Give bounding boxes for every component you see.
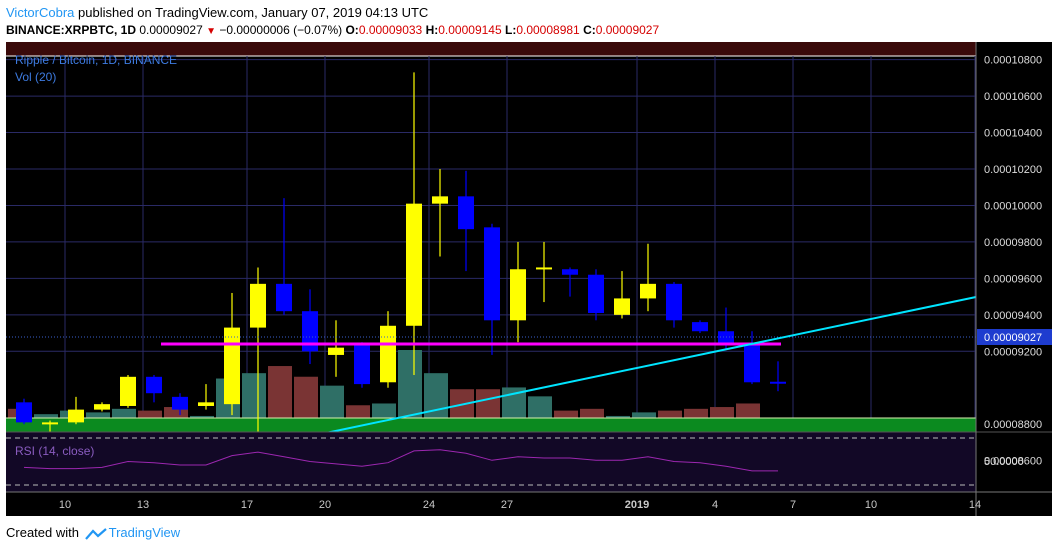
time-axis[interactable]: 10 13 17 20 24 27 2019 4 7 10 14	[59, 499, 981, 511]
price-band	[6, 42, 976, 56]
candle-body[interactable]	[146, 376, 162, 394]
close-label: C:	[583, 23, 596, 37]
time-tick-label: 10	[59, 499, 71, 511]
time-tick-label: 27	[501, 499, 513, 511]
candle-body[interactable]	[484, 227, 500, 321]
time-tick-label: 7	[790, 499, 796, 511]
volume-ma-band	[6, 418, 976, 432]
created-with-label: Created with	[6, 525, 79, 540]
open-label: O:	[345, 23, 359, 37]
high-label: H:	[425, 23, 439, 37]
price-tick-label: 0.00010000	[984, 200, 1042, 212]
chart-legend-title: Ripple / Bitcoin, 1D, BINANCE	[15, 53, 177, 67]
down-arrow-icon: ▼	[206, 26, 217, 37]
time-tick-label: 14	[969, 499, 981, 511]
candle-body[interactable]	[354, 344, 370, 385]
candle-body[interactable]	[198, 402, 214, 406]
candle-body[interactable]	[614, 298, 630, 315]
price-chart[interactable]: 0.00010800 0.00010600 0.00010400 0.00010200…	[6, 42, 1052, 516]
low-label: L:	[504, 23, 517, 37]
price-axis[interactable]: 0.00010800 0.00010600 0.00010400 0.00010200…	[984, 55, 1042, 468]
candle-body[interactable]	[666, 283, 682, 321]
candle-body[interactable]	[458, 196, 474, 230]
last-price: 0.00009027	[139, 23, 203, 37]
time-tick-label: 17	[241, 499, 253, 511]
candle-body[interactable]	[380, 325, 396, 383]
price-tick-label: 0.00009800	[984, 237, 1042, 249]
candle-body[interactable]	[328, 347, 344, 355]
time-tick-label: 13	[137, 499, 149, 511]
author-link[interactable]: VictorCobra	[6, 5, 75, 20]
price-tick-label: 0.00010600	[984, 91, 1042, 103]
candle-body[interactable]	[16, 402, 32, 423]
low-value: 0.00008981	[516, 23, 580, 37]
candle-body[interactable]	[120, 376, 136, 406]
candle-body[interactable]	[172, 396, 188, 410]
published-text: published on TradingView.com, January 07…	[78, 5, 429, 20]
candle-body[interactable]	[224, 327, 240, 405]
candle-body[interactable]	[276, 283, 292, 312]
candle-body[interactable]	[718, 331, 734, 344]
price-tick-label: 0.00010800	[984, 55, 1042, 67]
last-price-tag-label: 0.00009027	[984, 332, 1042, 344]
price-tick-label: 0.00009400	[984, 310, 1042, 322]
time-tick-label: 20	[319, 499, 331, 511]
candle-body[interactable]	[562, 269, 578, 275]
tradingview-logo-icon	[84, 527, 107, 540]
time-tick-label: 24	[423, 499, 435, 511]
price-change: −0.00000006 (−0.07%)	[219, 23, 343, 37]
rsi-tick-label: 50.0000	[984, 456, 1024, 468]
candle-body[interactable]	[250, 283, 266, 328]
time-tick-label: 4	[712, 499, 718, 511]
tradingview-brand-link[interactable]: TradingView	[108, 525, 181, 540]
candle-body[interactable]	[692, 322, 708, 332]
rsi-line	[23, 449, 778, 472]
price-tick-label: 0.00009600	[984, 273, 1042, 285]
symbol-label: BINANCE:XRPBTC, 1D	[6, 23, 137, 37]
price-tick-label: 0.00008800	[984, 419, 1042, 431]
candle-body[interactable]	[510, 269, 526, 321]
chart-area[interactable]: 0.00010800 0.00010600 0.00010400 0.00010200…	[6, 42, 1052, 516]
high-value: 0.00009145	[438, 23, 502, 37]
rsi-legend: RSI (14, close)	[15, 444, 94, 458]
publish-header: VictorCobra published on TradingView.com…	[6, 5, 428, 20]
symbol-header: BINANCE:XRPBTC, 1D 0.00009027 ▼ −0.00000…	[6, 23, 659, 37]
volume-legend: Vol (20)	[15, 70, 56, 84]
time-tick-label: 2019	[625, 499, 649, 511]
rsi-pane	[6, 432, 976, 492]
candle-body[interactable]	[42, 422, 58, 425]
time-tick-label: 10	[865, 499, 877, 511]
close-value: 0.00009027	[595, 23, 660, 37]
open-value: 0.00009033	[358, 23, 423, 37]
price-tick-label: 0.00010400	[984, 128, 1042, 140]
candle-body[interactable]	[536, 267, 552, 270]
candle-body[interactable]	[770, 381, 786, 384]
price-tick-label: 0.00010200	[984, 164, 1042, 176]
candle-body[interactable]	[94, 404, 110, 410]
candle-body[interactable]	[68, 409, 84, 423]
candle-body[interactable]	[640, 283, 656, 299]
candles[interactable]	[16, 72, 786, 461]
candle-body[interactable]	[432, 196, 448, 204]
candle-body[interactable]	[588, 274, 604, 314]
candle-body[interactable]	[302, 311, 318, 352]
price-tick-label: 0.00009200	[984, 346, 1042, 358]
price-tick-label: 0.00008600	[984, 456, 1042, 468]
candle-body[interactable]	[744, 344, 760, 383]
footer: Created with TradingView	[6, 525, 180, 540]
candle-body[interactable]	[406, 203, 422, 326]
last-price-tag	[977, 329, 1052, 345]
trend-line[interactable]	[325, 296, 977, 434]
